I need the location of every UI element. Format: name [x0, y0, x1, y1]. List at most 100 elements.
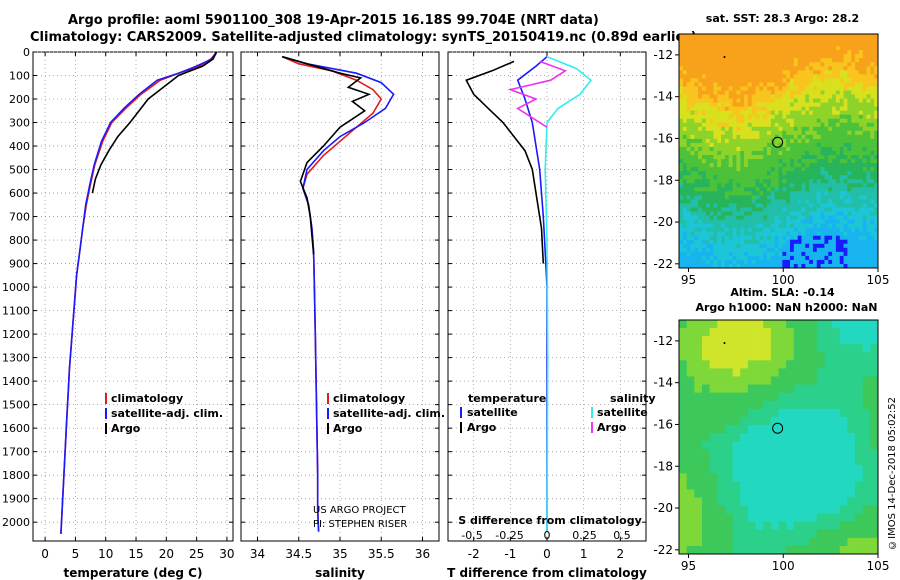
sst_map-cell [862, 179, 867, 184]
sla_map-cell [855, 432, 864, 442]
sst_map-cell [789, 175, 795, 180]
sst_map-cell [870, 38, 875, 43]
sst_map-cell [751, 54, 756, 59]
sst_map-cell [847, 207, 852, 212]
sst_map-cell [744, 142, 749, 148]
sst_map-cell [690, 255, 695, 261]
sla_map-cell [709, 497, 718, 506]
sst_map-cell [809, 263, 814, 269]
sst_map-cell [690, 118, 695, 124]
sst_map-cell [701, 227, 707, 233]
sst_map-cell [709, 183, 714, 188]
sst_map-cell [835, 50, 841, 55]
sst_map-cell [870, 251, 875, 257]
sst_map-cell [847, 163, 852, 168]
sst_map-cell [870, 86, 875, 91]
sst_map-cell [801, 175, 806, 180]
sst_map-cell [816, 106, 821, 112]
sst_map-cell [862, 235, 867, 241]
sst_map-cell [690, 219, 695, 225]
sst_map-cell [774, 38, 779, 43]
sla_map-cell [686, 521, 695, 531]
sst_map-cell [770, 130, 776, 136]
sst_map-cell [782, 114, 787, 120]
sst_map-cell [870, 110, 875, 116]
sst_map-cell [770, 110, 776, 116]
sla_map-cell [709, 384, 718, 394]
sst_map-cell [839, 263, 844, 269]
sst_map-cell [851, 159, 856, 164]
sst_map-cell [686, 215, 691, 220]
sst_map-cell [724, 227, 730, 233]
sst_map-cell [832, 203, 837, 208]
sst_map-cell [855, 138, 860, 144]
sst_map-cell [870, 130, 875, 136]
sst_map-cell [694, 263, 699, 269]
sla_map-cell [847, 521, 856, 531]
sst_map-cell [832, 251, 837, 257]
sla_map-cell [770, 513, 779, 523]
sst_map-cell [797, 199, 802, 204]
sst_map-cell [805, 231, 810, 237]
sla_map-cell [793, 465, 802, 474]
sla_map-cell [740, 529, 749, 539]
sst_map-cell [812, 243, 818, 249]
sla_map-cell [855, 416, 864, 426]
sst_map-cell [778, 219, 783, 225]
sst_map-cell [793, 175, 799, 180]
sst_map-cell [744, 82, 749, 87]
sst_map-cell [698, 151, 703, 156]
sst_map-cell [713, 50, 718, 55]
sst_map-cell [755, 34, 760, 39]
sst_map-cell [713, 251, 718, 257]
sst_map-cell [866, 34, 871, 39]
sla_map-cell [724, 473, 733, 482]
sst_map-cell [843, 42, 848, 47]
sst_map-cell [801, 130, 806, 136]
sst_map-cell [839, 151, 844, 156]
sst_map-cell [832, 34, 837, 39]
sst_map-cell [870, 98, 875, 103]
sla_map-cell [717, 352, 726, 361]
sst_map-cell [740, 247, 745, 253]
sst_map-cell [686, 74, 691, 79]
sla_map-cell [801, 473, 810, 482]
sla_map-cell [832, 344, 841, 353]
sst_map-cell [679, 183, 684, 188]
sst_map-cell [721, 171, 726, 176]
sst_map-cell [763, 203, 768, 208]
sst_map-cell [728, 70, 733, 75]
sst_map-cell [816, 70, 821, 75]
sst_map-cell [855, 167, 860, 172]
sst_map-cell [763, 207, 768, 212]
sst_map-cell [732, 74, 737, 79]
sst_map-cell [866, 263, 871, 269]
sst_map-cell [717, 227, 722, 233]
sla_map-cell [862, 376, 871, 385]
sst_map-cell [690, 171, 695, 176]
sst_map-cell [797, 239, 802, 245]
sst_map-cell [751, 203, 756, 208]
sst_map-cell [728, 235, 733, 241]
sla_map-cell [793, 336, 802, 345]
sst_map-cell [789, 227, 795, 233]
sst_map-cell [835, 106, 841, 112]
sst_map-cell [717, 34, 722, 39]
sst_map-cell [717, 98, 722, 103]
sst_map-cell [686, 243, 691, 249]
sst_map-cell [862, 239, 867, 245]
sst_map-cell [713, 239, 718, 245]
sst_map-cell [740, 215, 745, 220]
sla_map-cell [793, 449, 802, 458]
sst_map-cell [858, 259, 864, 265]
sst_map-cell [690, 50, 695, 55]
sst_map-cell [812, 187, 818, 192]
sst_map-cell [763, 126, 768, 132]
sst_map-cell [774, 94, 779, 99]
sst_map-cell [786, 255, 791, 261]
sst_map-cell [747, 114, 753, 120]
sst_map-cell [793, 38, 799, 43]
sst_map-cell [744, 223, 749, 229]
sla_map-cell [717, 360, 726, 369]
sst_map-cell [728, 74, 733, 79]
